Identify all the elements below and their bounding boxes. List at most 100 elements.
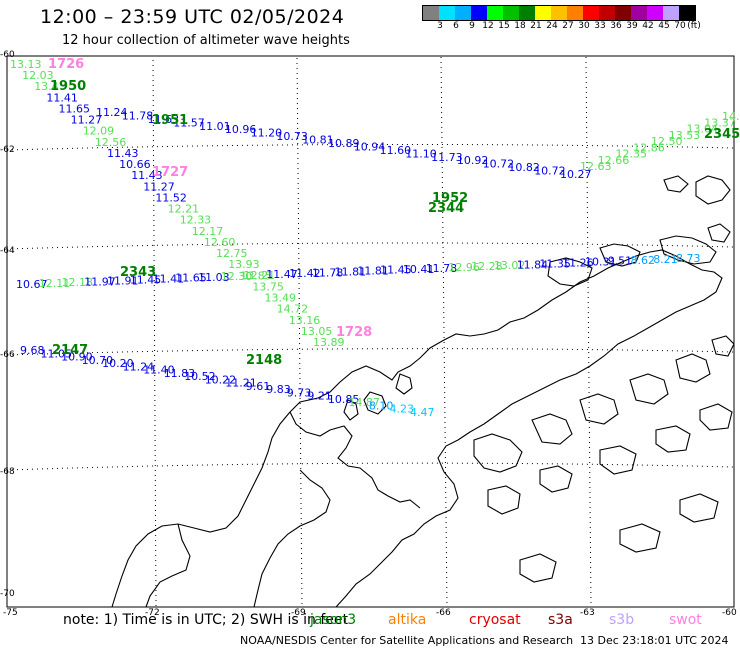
track-1950-value: 11.57 [173, 116, 205, 129]
wave-height-tracks: 13.1312.0313.411.4111.6511.2712.0912.561… [10, 57, 740, 419]
graticule [6, 56, 735, 608]
track-2343-value: 11.65 [175, 272, 207, 285]
track-2343-value: 9.51 [608, 255, 633, 268]
track-1726-value: 13.16 [289, 314, 321, 327]
track-2343-value: 12.96 [448, 261, 480, 274]
track-2345-value: 12.66 [598, 154, 630, 167]
track-1950-value: 11.24 [96, 106, 128, 119]
track-time-label: 2148 [246, 353, 282, 368]
lat-label: -62 [0, 145, 15, 155]
lon-label: -63 [580, 608, 595, 618]
track-2147-value: 4.23 [390, 403, 415, 416]
track-2147-value: 4.47 [410, 406, 435, 419]
legend-sat-s3a: s3a [548, 612, 573, 628]
colorbar-swatch [615, 6, 631, 20]
track-1726-value: 12.56 [95, 136, 127, 149]
colorbar-unit: (ft) [687, 21, 701, 31]
page-title: 12:00 – 23:59 UTC 02/05/2024 [40, 6, 345, 28]
track-2343-value: 11.81 [357, 265, 389, 278]
track-2147-value: 10.70 [82, 354, 114, 367]
track-2147-value: 9.83 [266, 383, 291, 396]
track-2343-value: 10.31 [585, 256, 617, 269]
track-1950-value: 10.27 [560, 168, 592, 181]
track-1950-value: 11.10 [405, 147, 437, 160]
colorbar-swatch [471, 6, 487, 20]
colorbar-tick-label: 24 [546, 21, 558, 31]
track-2343-value: 11.91 [107, 274, 139, 287]
track-2147-value: 9.73 [287, 386, 312, 399]
track-2343-value: 11.41 [153, 273, 185, 286]
track-2343-value: 11.45 [130, 274, 162, 287]
lon-label: -66 [436, 608, 451, 618]
track-2147-value: 10.22 [205, 373, 237, 386]
colorbar-tick-label: 45 [658, 21, 670, 31]
footer-note: note: 1) Time is in UTC; 2) SWH is in fe… [63, 612, 349, 628]
track-1726-value: 11.65 [59, 103, 91, 116]
track-time-label: 1951 [152, 113, 188, 128]
track-2345-value: 12.50 [651, 135, 683, 148]
track-1726-value: 12.03 [22, 69, 53, 82]
legend-sat-altika: altika [388, 612, 427, 628]
track-1726-value: 11.43 [107, 147, 139, 160]
track-1726-value: 12.33 [180, 214, 212, 227]
colorbar-tick-label: 6 [453, 21, 459, 31]
track-1950-value: 11.73 [431, 151, 463, 164]
track-time-label: 2343 [120, 265, 156, 280]
track-1726-value: 12.75 [216, 247, 248, 260]
track-1726-value: 11.27 [143, 180, 175, 193]
track-1950-value: 10.96 [225, 123, 257, 136]
track-1726-value: 13.13 [10, 58, 42, 71]
track-2147-value: 14.87 [348, 396, 380, 409]
track-time-label: 1952 [432, 191, 468, 206]
colorbar-swatch [647, 6, 663, 20]
track-2343-value: 11.47 [266, 268, 298, 281]
track-2147-value: 9.21 [307, 390, 332, 403]
track-1950-value: 10.72 [483, 158, 515, 171]
colorbar-tick-label: 70 [674, 21, 686, 31]
legend-sat-cryosat: cryosat [469, 612, 521, 628]
track-2343-value: 12.11 [39, 277, 71, 290]
track-2147-value: 10.52 [184, 370, 216, 383]
track-1726-value: 13.85 [240, 269, 271, 282]
track-2147-value: 11.21 [225, 377, 256, 390]
track-1726-value: 13.93 [228, 258, 260, 271]
colorbar-swatch [567, 6, 583, 20]
track-time-label: 2345 [704, 127, 740, 142]
track-2343-value: 11.45 [380, 264, 412, 277]
track-1950-value: 10.82 [508, 161, 540, 174]
track-2345-value: 13.04 [687, 123, 719, 136]
colorbar-tick-label: 27 [562, 21, 574, 31]
track-1950-value: 11.20 [251, 127, 283, 140]
track-1950-value: 11.01 [199, 120, 231, 133]
track-1726-value: 11.41 [46, 91, 78, 104]
track-2147-value: 10.90 [61, 351, 93, 364]
colorbar-swatch [599, 6, 615, 20]
colorbar-tick-label: 42 [642, 21, 654, 31]
track-1726-value: 12.60 [204, 236, 236, 249]
track-1950-value: 10.89 [328, 137, 360, 150]
track-time-label: 1728 [336, 325, 372, 340]
track-2345-value: 13.53 [669, 129, 701, 142]
track-2343-value: 12.18 [62, 276, 94, 289]
track-2343-value: 8.21 [653, 253, 678, 266]
colorbar-tick-label: 15 [498, 21, 510, 31]
track-1726-value: 12.21 [168, 203, 200, 216]
colorbar-tick-label: 33 [594, 21, 606, 31]
colorbar-tick-label: 36 [610, 21, 622, 31]
colorbar-tick-label: 9 [469, 21, 475, 31]
colorbar-swatch [487, 6, 503, 20]
colorbar-swatch [423, 6, 439, 20]
track-2343-value: 8.73 [676, 252, 701, 265]
track-2345-value: 12.86 [633, 141, 665, 154]
track-time-label: 1727 [152, 165, 188, 180]
lon-label: -75 [3, 608, 18, 618]
track-2147-value: 10.85 [328, 393, 360, 406]
track-1726-value: 11.43 [131, 169, 163, 182]
track-2343-value: 11.26 [562, 257, 594, 270]
track-1726-value: 11.27 [71, 114, 103, 127]
legend-sat-s3b: s3b [609, 612, 635, 628]
track-2343-value: 12.28 [471, 260, 503, 273]
lon-label: -69 [291, 608, 306, 618]
lat-label: -66 [0, 350, 15, 360]
track-2343-value: 10.41 [403, 263, 435, 276]
